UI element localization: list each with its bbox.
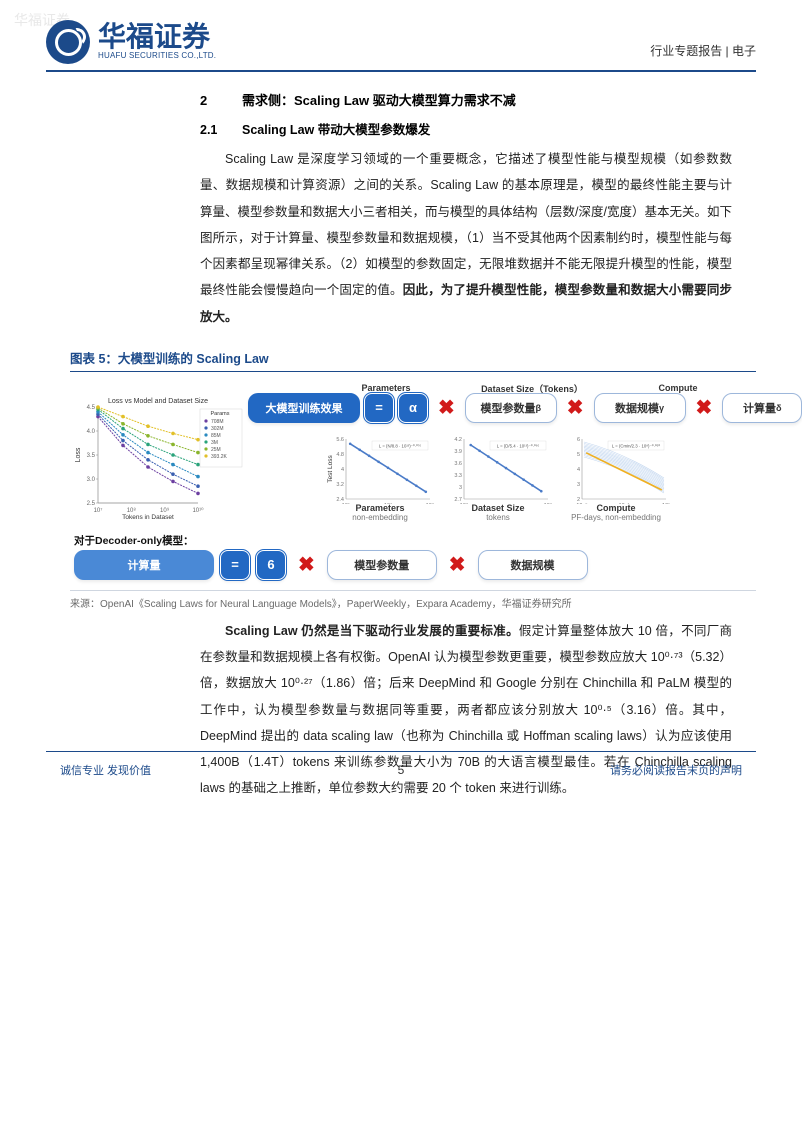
svg-text:L = (Cmin/2.3 · 10⁸)⁻⁰·⁰⁵⁰: L = (Cmin/2.3 · 10⁸)⁻⁰·⁰⁵⁰ bbox=[612, 443, 661, 448]
svg-text:Params: Params bbox=[211, 411, 230, 417]
eq2-mult-2: ✖ bbox=[443, 552, 472, 577]
figure-5: 图表 5：大模型训练的 Scaling Law Parameters Datas… bbox=[0, 330, 802, 610]
logo-mark-icon bbox=[46, 20, 90, 64]
svg-text:25M: 25M bbox=[211, 447, 221, 453]
svg-text:3.5: 3.5 bbox=[87, 453, 96, 459]
subsection-title: 2.1Scaling Law 带动大模型参数爆发 bbox=[200, 119, 732, 138]
svg-text:Loss vs Model and Dataset Size: Loss vs Model and Dataset Size bbox=[108, 398, 208, 405]
svg-text:Test Loss: Test Loss bbox=[327, 454, 334, 482]
figure-source: 来源：OpenAI《Scaling Laws for Neural Langua… bbox=[70, 595, 756, 610]
svg-text:302M: 302M bbox=[211, 426, 224, 432]
eq-label-parameters: Parameters bbox=[361, 383, 410, 393]
svg-text:10⁵: 10⁵ bbox=[342, 502, 350, 504]
svg-text:2.5: 2.5 bbox=[87, 501, 96, 507]
svg-text:10⁷: 10⁷ bbox=[94, 507, 103, 514]
eq2-mult-1: ✖ bbox=[292, 552, 321, 577]
paragraph-1: Scaling Law 是深度学习领域的一个重要概念，它描述了模型性能与模型规模… bbox=[200, 146, 732, 330]
svg-text:Loss: Loss bbox=[75, 447, 82, 462]
loss-chart: Loss vs Model and Dataset Size 2.5 3.0 3.5 4… bbox=[70, 393, 246, 521]
header-category: 行业专题报告 | 电子 bbox=[650, 42, 756, 64]
figure-caption: 图表 5：大模型训练的 Scaling Law bbox=[70, 348, 756, 367]
eq2-left-pill: 计算量 bbox=[74, 550, 214, 580]
svg-text:4: 4 bbox=[577, 467, 580, 473]
mini-chart-compute: 2345610⁻⁵10⁻¹10¹L = (Cmin/2.3 · 10⁸)⁻⁰·⁰… bbox=[560, 431, 672, 523]
paragraph-1-text: Scaling Law 是深度学习领域的一个重要概念，它描述了模型性能与模型规模… bbox=[200, 152, 732, 297]
subsection-number: 2.1 bbox=[200, 123, 242, 137]
svg-text:L = (D/5.4 · 10¹³)⁻⁰·⁰⁹⁵: L = (D/5.4 · 10¹³)⁻⁰·⁰⁹⁵ bbox=[497, 443, 540, 448]
eq2-equals: = bbox=[220, 550, 250, 580]
svg-text:3.6: 3.6 bbox=[454, 461, 462, 467]
figure-rule-bottom bbox=[70, 590, 756, 591]
svg-text:10¹⁰: 10¹⁰ bbox=[192, 507, 204, 514]
logo-text-en: HUAFU SECURITIES CO.,LTD. bbox=[98, 51, 216, 61]
footer-page-number: 5 bbox=[398, 763, 405, 777]
eq1-mult-3: ✖ bbox=[690, 395, 719, 420]
eq-label-compute: Compute bbox=[659, 383, 698, 393]
paragraph-2-lead: Scaling Law 仍然是当下驱动行业发展的重要标准。 bbox=[225, 624, 519, 638]
svg-text:4.5: 4.5 bbox=[87, 405, 96, 411]
svg-text:6: 6 bbox=[577, 437, 580, 443]
figure-rule-top bbox=[70, 371, 756, 372]
svg-text:5.6: 5.6 bbox=[336, 437, 344, 443]
section-title-text: 需求侧：Scaling Law 驱动大模型算力需求不减 bbox=[242, 93, 516, 108]
svg-text:4.0: 4.0 bbox=[87, 429, 96, 435]
svg-text:4.8: 4.8 bbox=[336, 452, 344, 458]
svg-text:708M: 708M bbox=[211, 419, 224, 425]
eq2-prefix: 对于Decoder-only模型： bbox=[74, 533, 194, 548]
svg-text:3.0: 3.0 bbox=[87, 477, 96, 483]
svg-text:10⁹: 10⁹ bbox=[160, 507, 170, 514]
svg-text:3.3: 3.3 bbox=[454, 473, 462, 479]
section-number: 2 bbox=[200, 93, 242, 108]
svg-text:4.2: 4.2 bbox=[454, 437, 462, 443]
mini-chart-dataset: 2.733.33.63.94.210⁸10⁹L = (D/5.4 · 10¹³)… bbox=[442, 431, 554, 523]
svg-text:10⁸: 10⁸ bbox=[460, 502, 468, 504]
logo-text-cn: 华福证券 bbox=[98, 23, 216, 51]
svg-text:3: 3 bbox=[577, 482, 580, 488]
svg-text:10⁹: 10⁹ bbox=[544, 502, 552, 504]
svg-text:L = (N/8.8 · 10¹³)⁻⁰·⁰⁷⁶: L = (N/8.8 · 10¹³)⁻⁰·⁰⁷⁶ bbox=[379, 443, 421, 448]
svg-text:Tokens in Dataset: Tokens in Dataset bbox=[122, 514, 174, 521]
svg-text:10¹: 10¹ bbox=[662, 503, 670, 504]
svg-text:10⁹: 10⁹ bbox=[426, 502, 434, 504]
subsection-title-text: Scaling Law 带动大模型参数爆发 bbox=[242, 123, 430, 137]
eq1-params-pill: 模型参数量β bbox=[465, 393, 557, 423]
svg-text:5: 5 bbox=[577, 452, 580, 458]
svg-text:3.9: 3.9 bbox=[454, 449, 462, 455]
svg-text:3.2: 3.2 bbox=[336, 482, 344, 488]
eq1-equals: = bbox=[364, 393, 394, 423]
eq2-const: 6 bbox=[256, 550, 286, 580]
page-footer: 诚信专业 发现价值 5 请务必阅读报告末页的声明 bbox=[0, 762, 802, 778]
eq1-dataset-pill: 数据规模γ bbox=[594, 393, 686, 423]
eq2-params-pill: 模型参数量 bbox=[327, 550, 437, 580]
svg-text:10⁸: 10⁸ bbox=[127, 507, 137, 514]
svg-text:3M: 3M bbox=[211, 440, 218, 446]
mini-chart-params: 2.43.244.85.610⁵10⁷10⁹Test LossL = (N/8.… bbox=[324, 431, 436, 523]
page-header: 华福证券 HUAFU SECURITIES CO.,LTD. 行业专题报告 | … bbox=[0, 0, 802, 70]
eq1-alpha: α bbox=[398, 393, 428, 423]
svg-text:3: 3 bbox=[459, 485, 462, 491]
svg-text:393.2K: 393.2K bbox=[211, 454, 228, 460]
footer-left: 诚信专业 发现价值 bbox=[60, 762, 151, 778]
eq1-mult-2: ✖ bbox=[561, 395, 590, 420]
eq1-mult-1: ✖ bbox=[432, 395, 461, 420]
footer-rule bbox=[46, 751, 756, 752]
eq2-dataset-pill: 数据规模 bbox=[478, 550, 588, 580]
svg-text:85M: 85M bbox=[211, 433, 221, 439]
eq1-compute-pill: 计算量δ bbox=[722, 393, 802, 423]
svg-text:4: 4 bbox=[341, 467, 344, 473]
section-title: 2需求侧：Scaling Law 驱动大模型算力需求不减 bbox=[200, 90, 732, 109]
eq1-left-pill: 大模型训练效果 bbox=[248, 393, 360, 423]
footer-right: 请务必阅读报告末页的声明 bbox=[610, 762, 742, 778]
logo: 华福证券 HUAFU SECURITIES CO.,LTD. bbox=[46, 20, 216, 64]
